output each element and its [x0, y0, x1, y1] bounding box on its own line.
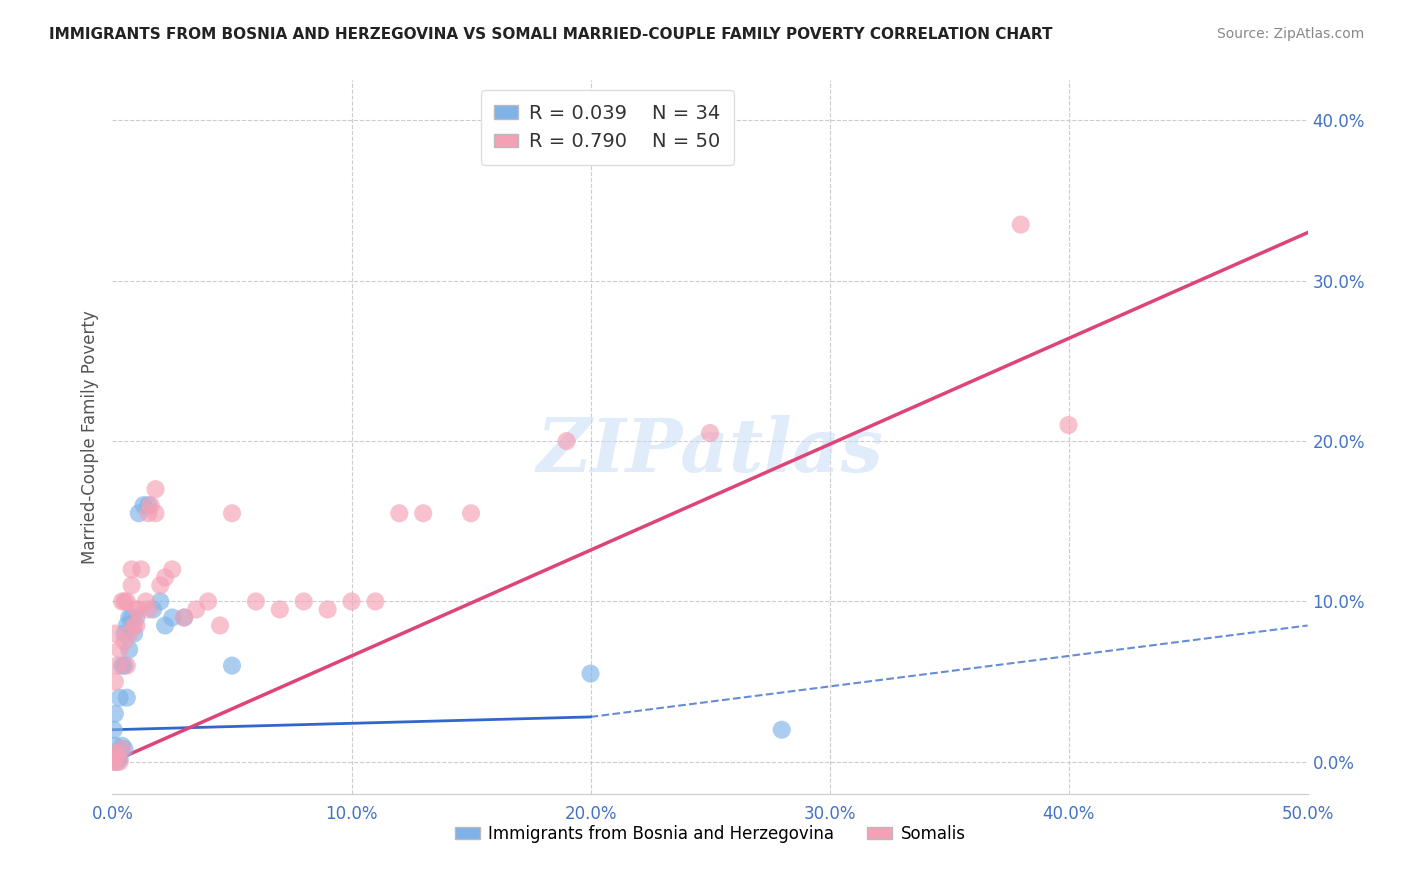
Point — [103, 755, 125, 769]
Point — [186, 602, 208, 616]
Point — [197, 594, 219, 608]
Point — [699, 426, 721, 441]
Point — [111, 594, 134, 608]
Point — [245, 594, 267, 608]
Point — [221, 506, 243, 520]
Point — [125, 610, 148, 624]
Point — [460, 506, 482, 520]
Text: Source: ZipAtlas.com: Source: ZipAtlas.com — [1216, 27, 1364, 41]
Point — [128, 506, 150, 520]
Point — [770, 723, 793, 737]
Point — [162, 562, 183, 576]
Point — [135, 594, 157, 608]
Point — [115, 690, 138, 705]
Point — [114, 742, 135, 756]
Text: IMMIGRANTS FROM BOSNIA AND HERZEGOVINA VS SOMALI MARRIED-COUPLE FAMILY POVERTY C: IMMIGRANTS FROM BOSNIA AND HERZEGOVINA V… — [49, 27, 1053, 42]
Point — [173, 610, 195, 624]
Point — [121, 610, 143, 624]
Point — [111, 742, 134, 756]
Point — [114, 634, 135, 648]
Point — [111, 658, 134, 673]
Point — [153, 570, 176, 584]
Point — [145, 482, 167, 496]
Point — [114, 626, 135, 640]
Point — [340, 594, 363, 608]
Text: ZIPatlas: ZIPatlas — [537, 415, 883, 488]
Point — [104, 747, 127, 761]
Point — [121, 562, 143, 576]
Point — [108, 755, 131, 769]
Point — [122, 626, 145, 640]
Point — [115, 618, 138, 632]
Point — [108, 747, 131, 761]
Point — [142, 602, 165, 616]
Point — [412, 506, 434, 520]
Point — [105, 658, 128, 673]
Point — [125, 602, 148, 616]
Point — [269, 602, 291, 616]
Point — [104, 706, 127, 721]
Point — [103, 747, 125, 761]
Point — [128, 602, 150, 616]
Point — [1057, 418, 1080, 433]
Point — [364, 594, 387, 608]
Point — [115, 658, 138, 673]
Point — [118, 642, 141, 657]
Point — [221, 658, 243, 673]
Point — [153, 618, 176, 632]
Point — [162, 610, 183, 624]
Y-axis label: Married-Couple Family Poverty: Married-Couple Family Poverty — [80, 310, 98, 564]
Point — [1010, 218, 1032, 232]
Point — [118, 610, 141, 624]
Point — [121, 578, 143, 592]
Point — [104, 755, 127, 769]
Point — [149, 594, 172, 608]
Point — [316, 602, 339, 616]
Point — [555, 434, 578, 448]
Point — [108, 690, 131, 705]
Point — [105, 747, 128, 761]
Point — [209, 618, 232, 632]
Point — [108, 751, 131, 765]
Point — [103, 723, 125, 737]
Point — [145, 506, 167, 520]
Point — [104, 739, 127, 753]
Point — [292, 594, 315, 608]
Point — [114, 658, 135, 673]
Point — [108, 642, 131, 657]
Point — [149, 578, 172, 592]
Point — [173, 610, 195, 624]
Point — [138, 506, 160, 520]
Point — [105, 755, 128, 769]
Point — [118, 626, 141, 640]
Point — [129, 562, 152, 576]
Point — [115, 594, 138, 608]
Point — [138, 498, 160, 512]
Point — [139, 498, 162, 512]
Point — [138, 602, 160, 616]
Point — [105, 747, 128, 761]
Point — [125, 618, 148, 632]
Point — [104, 674, 127, 689]
Point — [114, 594, 135, 608]
Point — [579, 666, 602, 681]
Point — [132, 498, 155, 512]
Point — [104, 626, 127, 640]
Point — [105, 750, 128, 764]
Point — [388, 506, 411, 520]
Point — [122, 618, 145, 632]
Point — [105, 747, 128, 761]
Legend: Immigrants from Bosnia and Herzegovina, Somalis: Immigrants from Bosnia and Herzegovina, … — [449, 819, 972, 850]
Point — [111, 739, 134, 753]
